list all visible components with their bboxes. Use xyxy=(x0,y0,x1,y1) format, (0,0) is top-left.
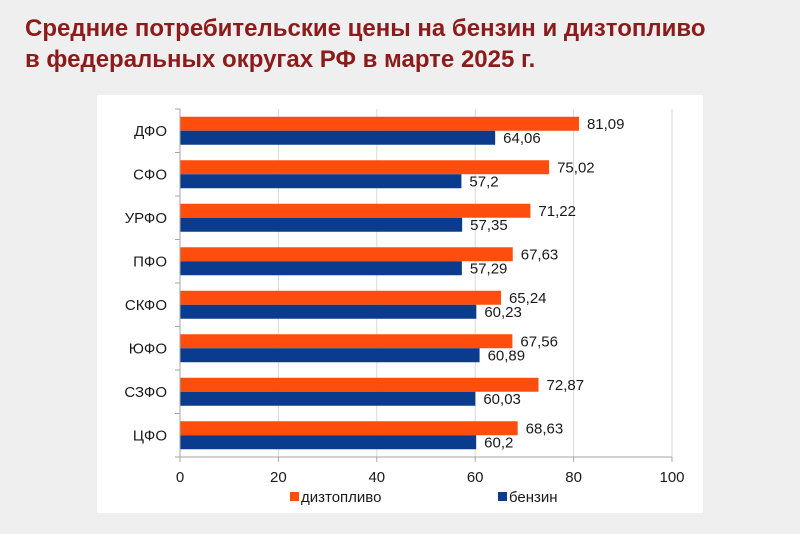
data-label-series-0-category-7: 68,63 xyxy=(526,420,564,437)
x-tick-label-2: 40 xyxy=(368,469,385,486)
bar-series-0-category-3 xyxy=(180,247,513,262)
bar-series-1-category-2 xyxy=(180,217,463,232)
bar-series-1-category-5 xyxy=(180,348,480,363)
data-label-series-1-category-6: 60,03 xyxy=(483,391,521,408)
data-label-series-0-category-6: 72,87 xyxy=(547,377,585,394)
data-label-series-1-category-4: 60,23 xyxy=(484,304,522,321)
bar-series-1-category-6 xyxy=(180,391,476,406)
category-label-2: УРФО xyxy=(125,210,167,227)
bar-series-0-category-1 xyxy=(180,160,550,175)
x-tick-label-3: 60 xyxy=(467,469,484,486)
category-label-1: СФО xyxy=(133,166,167,183)
category-label-0: ДФО xyxy=(134,123,167,140)
bar-series-0-category-2 xyxy=(180,203,531,218)
bar-series-1-category-0 xyxy=(180,130,496,145)
x-tick-label-5: 100 xyxy=(659,469,684,486)
data-label-series-0-category-1: 75,02 xyxy=(557,159,595,176)
category-label-7: ЦФО xyxy=(133,427,167,444)
data-label-series-1-category-5: 60,89 xyxy=(488,347,526,364)
bar-series-0-category-6 xyxy=(180,377,539,392)
data-label-series-1-category-7: 60,2 xyxy=(484,434,513,451)
bar-series-0-category-4 xyxy=(180,290,501,305)
data-label-series-1-category-1: 57,2 xyxy=(469,173,498,190)
category-label-4: СКФО xyxy=(125,297,167,314)
x-tick-label-0: 0 xyxy=(176,469,184,486)
x-tick-label-1: 20 xyxy=(270,469,287,486)
chart-panel: 0 20 40 60 80 100 ДФО 81,09 64,06 СФО 75,02 57,2 УРФ… xyxy=(97,95,703,513)
category-label-6: СЗФО xyxy=(124,384,167,401)
data-label-series-0-category-3: 67,63 xyxy=(521,246,559,263)
bar-series-1-category-1 xyxy=(180,174,462,189)
page-title: Средние потребительские цены на бензин и… xyxy=(25,15,706,73)
bar-series-1-category-3 xyxy=(180,261,462,276)
legend-swatch-0 xyxy=(290,492,299,501)
data-label-series-1-category-3: 57,29 xyxy=(470,260,508,277)
bar-series-1-category-7 xyxy=(180,435,477,450)
legend-swatch-1 xyxy=(498,492,507,501)
legend-label-1: бензин xyxy=(509,489,558,506)
bar-series-0-category-7 xyxy=(180,421,518,436)
data-label-series-0-category-2: 71,22 xyxy=(538,203,576,220)
bar-series-0-category-5 xyxy=(180,334,513,349)
category-label-5: ЮФО xyxy=(129,340,167,357)
data-label-series-0-category-5: 67,56 xyxy=(520,333,558,350)
legend-label-0: дизтопливо xyxy=(301,489,381,506)
bar-chart: 0 20 40 60 80 100 ДФО 81,09 64,06 СФО 75,02 57,2 УРФ… xyxy=(124,108,685,506)
data-label-series-0-category-4: 65,24 xyxy=(509,290,547,307)
bar-series-1-category-4 xyxy=(180,304,477,319)
category-label-3: ПФО xyxy=(133,253,167,270)
data-label-series-0-category-0: 81,09 xyxy=(587,116,625,133)
x-tick-label-4: 80 xyxy=(565,469,582,486)
bar-series-0-category-0 xyxy=(180,116,579,131)
data-label-series-1-category-2: 57,35 xyxy=(470,217,508,234)
data-label-series-1-category-0: 64,06 xyxy=(503,130,541,147)
